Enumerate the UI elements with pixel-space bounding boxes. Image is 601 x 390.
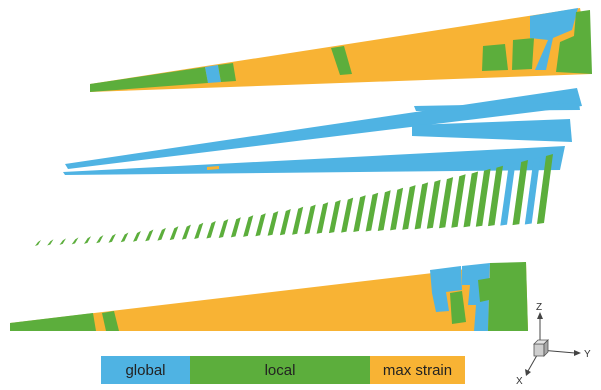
upper-skin-local-tip	[90, 67, 208, 92]
x-axis-arrow	[525, 369, 531, 376]
lower-skin-panel	[10, 262, 528, 331]
rib	[292, 206, 304, 235]
rib	[133, 231, 141, 242]
y-axis-arrow	[574, 350, 581, 356]
upper-skin-global-root	[530, 8, 578, 70]
upper-skin-local-root	[556, 10, 592, 74]
upper-skin-local-band-2	[331, 46, 352, 75]
rib	[341, 197, 354, 233]
rib	[279, 209, 291, 236]
rib	[145, 229, 154, 242]
upper-skin-local-band-1	[218, 63, 236, 82]
lower-skin-global-block	[430, 266, 462, 312]
spar-strips	[63, 88, 582, 175]
rib	[243, 215, 254, 237]
rib	[206, 221, 216, 239]
rib	[84, 236, 91, 244]
rib	[463, 171, 479, 228]
z-axis-arrow	[537, 312, 543, 319]
triad-cube-front	[533, 343, 545, 357]
x-axis-label: X	[516, 376, 523, 387]
rib	[377, 190, 391, 231]
spar-strip-3	[412, 119, 572, 142]
rib	[402, 185, 416, 230]
rib	[316, 202, 329, 234]
rib-row	[35, 154, 553, 246]
lower-skin-local-tip	[10, 313, 96, 331]
rib	[353, 195, 366, 232]
rib	[47, 239, 54, 246]
rib	[230, 217, 241, 238]
legend-local: local	[190, 356, 370, 384]
rib	[35, 240, 41, 246]
rib	[194, 222, 204, 239]
rib	[59, 238, 66, 245]
lower-skin-local-band	[102, 311, 119, 331]
z-axis-label: Z	[536, 302, 542, 313]
rib	[451, 174, 466, 228]
rib	[218, 219, 229, 238]
lower-skin-local-mid	[450, 291, 466, 324]
rib	[120, 232, 129, 243]
lower-skin-base	[10, 262, 528, 331]
rib	[108, 233, 116, 243]
rib	[426, 179, 441, 229]
legend-global-label: global	[125, 361, 166, 379]
spar-strip-2-max	[207, 166, 219, 170]
rib	[475, 168, 491, 227]
rib	[414, 182, 429, 230]
upper-skin-panel	[90, 8, 592, 92]
y-axis-label: Y	[584, 349, 591, 360]
rib	[157, 227, 166, 241]
rib	[537, 154, 553, 224]
upper-skin-local-block-1	[482, 44, 508, 71]
rib	[169, 226, 179, 241]
triad-cube-side	[543, 339, 549, 357]
legend-local-label: local	[264, 361, 296, 379]
rib	[439, 177, 454, 229]
upper-skin-global-band	[205, 65, 221, 83]
spar-strip-4	[414, 103, 580, 111]
legend: global local max strain	[101, 356, 465, 384]
rib	[304, 204, 316, 235]
coordinate-triad: Z Y X	[516, 302, 591, 387]
lower-skin-local-root	[478, 262, 528, 331]
rib	[524, 157, 541, 225]
rib	[181, 224, 191, 240]
rib	[512, 160, 528, 226]
rib	[328, 200, 341, 234]
rib	[267, 211, 279, 236]
rib	[96, 235, 104, 244]
legend-max-strain: max strain	[370, 356, 465, 384]
rib	[488, 165, 503, 227]
upper-skin-local-block-2	[512, 38, 534, 70]
spar-strip-2	[63, 146, 565, 175]
legend-global: global	[101, 356, 190, 384]
rib	[71, 237, 79, 245]
rib	[365, 192, 379, 232]
rib	[255, 213, 266, 237]
legend-max-strain-label: max strain	[382, 361, 453, 379]
rib	[500, 162, 516, 226]
rib	[390, 187, 404, 231]
